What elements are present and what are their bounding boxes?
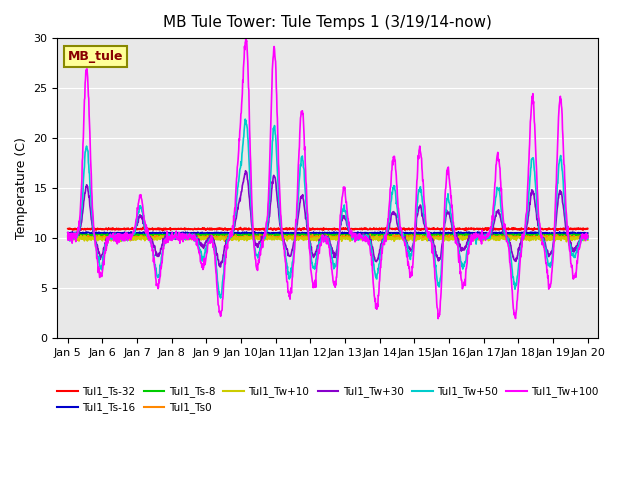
Tul1_Ts0 (308, 232, 316, 238)
Tul1_Tw+10 (180, 234, 188, 240)
Tul1_Ts-32 (523, 226, 531, 231)
Tul1_Ts-16 (584, 230, 591, 236)
Tul1_Tw+50 (241, 116, 249, 122)
Title: MB Tule Tower: Tule Temps 1 (3/19/14-now): MB Tule Tower: Tule Temps 1 (3/19/14-now… (163, 15, 492, 30)
Tul1_Ts-8 (540, 233, 548, 239)
Tul1_Ts-32 (584, 226, 591, 231)
Tul1_Tw+50 (167, 233, 175, 239)
Tul1_Tw+30 (64, 233, 72, 239)
Tul1_Ts-8 (477, 233, 484, 239)
Tul1_Tw+30 (238, 187, 246, 192)
Line: Tul1_Ts0: Tul1_Ts0 (68, 235, 588, 240)
Tul1_Ts-8 (238, 233, 246, 239)
Tul1_Tw+50 (238, 151, 246, 156)
Tul1_Ts0 (230, 237, 237, 242)
Tul1_Ts-32 (140, 224, 147, 230)
Tul1_Ts0 (167, 234, 175, 240)
Tul1_Ts-8 (409, 232, 417, 238)
Tul1_Ts0 (238, 235, 246, 241)
Tul1_Tw+100 (64, 229, 72, 235)
Tul1_Ts0 (523, 235, 531, 240)
Tul1_Tw+30 (242, 168, 250, 174)
Line: Tul1_Tw+30: Tul1_Tw+30 (68, 171, 588, 267)
Tul1_Tw+50 (64, 231, 72, 237)
Tul1_Ts-8 (64, 233, 72, 239)
Tul1_Tw+100 (523, 209, 531, 215)
Tul1_Tw+50 (584, 236, 591, 242)
Tul1_Ts-8 (69, 230, 77, 236)
Line: Tul1_Ts-16: Tul1_Ts-16 (68, 232, 588, 234)
Tul1_Tw+30 (523, 224, 531, 230)
Tul1_Ts-16 (523, 230, 531, 236)
Tul1_Tw+10 (477, 235, 484, 241)
Tul1_Tw+30 (180, 232, 188, 238)
Tul1_Tw+100 (435, 316, 442, 322)
Tul1_Tw+100 (242, 34, 250, 39)
Tul1_Tw+10 (522, 235, 530, 241)
Tul1_Tw+10 (473, 232, 481, 238)
Tul1_Tw+50 (217, 295, 225, 301)
Tul1_Tw+10 (408, 235, 416, 241)
Tul1_Tw+30 (216, 264, 224, 270)
Tul1_Tw+10 (563, 239, 570, 245)
Tul1_Tw+100 (409, 265, 417, 271)
Tul1_Ts-8 (522, 232, 530, 238)
Line: Tul1_Tw+100: Tul1_Tw+100 (68, 36, 588, 319)
Tul1_Tw+50 (523, 217, 531, 223)
Tul1_Ts0 (409, 234, 417, 240)
Tul1_Tw+10 (64, 236, 72, 241)
Tul1_Ts-16 (180, 230, 188, 236)
Tul1_Ts-16 (64, 230, 72, 236)
Tul1_Tw+30 (584, 234, 591, 240)
Tul1_Ts0 (584, 233, 591, 239)
Tul1_Tw+10 (584, 237, 591, 243)
Tul1_Ts0 (64, 234, 72, 240)
Tul1_Tw+50 (409, 247, 417, 252)
Tul1_Ts-16 (238, 230, 246, 236)
Tul1_Tw+30 (409, 243, 417, 249)
Tul1_Tw+100 (584, 235, 591, 240)
Tul1_Tw+100 (180, 234, 188, 240)
Tul1_Ts-8 (167, 232, 175, 238)
Tul1_Ts-16 (127, 229, 135, 235)
Line: Tul1_Tw+50: Tul1_Tw+50 (68, 119, 588, 298)
Tul1_Tw+30 (167, 234, 175, 240)
Tul1_Tw+10 (238, 237, 246, 242)
Tul1_Ts-32 (159, 228, 166, 234)
Tul1_Ts-16 (409, 231, 417, 237)
Tul1_Tw+10 (167, 236, 175, 242)
Tul1_Ts0 (180, 233, 188, 239)
Tul1_Ts0 (477, 235, 484, 240)
Tul1_Tw+100 (238, 102, 246, 108)
Tul1_Tw+50 (477, 234, 484, 240)
Tul1_Ts-32 (409, 226, 417, 231)
Tul1_Ts-16 (167, 230, 175, 236)
Tul1_Ts-32 (168, 226, 175, 232)
Tul1_Ts-32 (180, 227, 188, 232)
Tul1_Tw+30 (477, 235, 484, 240)
Tul1_Ts-32 (239, 226, 246, 232)
Tul1_Ts-32 (477, 226, 484, 232)
Line: Tul1_Ts-8: Tul1_Ts-8 (68, 233, 588, 236)
Tul1_Ts-8 (180, 232, 188, 238)
Y-axis label: Temperature (C): Temperature (C) (15, 137, 28, 239)
Tul1_Ts-32 (64, 226, 72, 232)
Line: Tul1_Ts-32: Tul1_Ts-32 (68, 227, 588, 231)
Tul1_Tw+100 (167, 232, 175, 238)
Tul1_Ts-16 (275, 231, 283, 237)
Tul1_Tw+100 (477, 238, 484, 244)
Tul1_Tw+50 (180, 233, 188, 239)
Legend: Tul1_Ts-32, Tul1_Ts-16, Tul1_Ts-8, Tul1_Ts0, Tul1_Tw+10, Tul1_Tw+30, Tul1_Tw+50,: Tul1_Ts-32, Tul1_Ts-16, Tul1_Ts-8, Tul1_… (53, 382, 603, 418)
Text: MB_tule: MB_tule (68, 50, 124, 63)
Tul1_Ts-8 (584, 232, 591, 238)
Tul1_Ts-16 (477, 229, 484, 235)
Line: Tul1_Tw+10: Tul1_Tw+10 (68, 235, 588, 242)
